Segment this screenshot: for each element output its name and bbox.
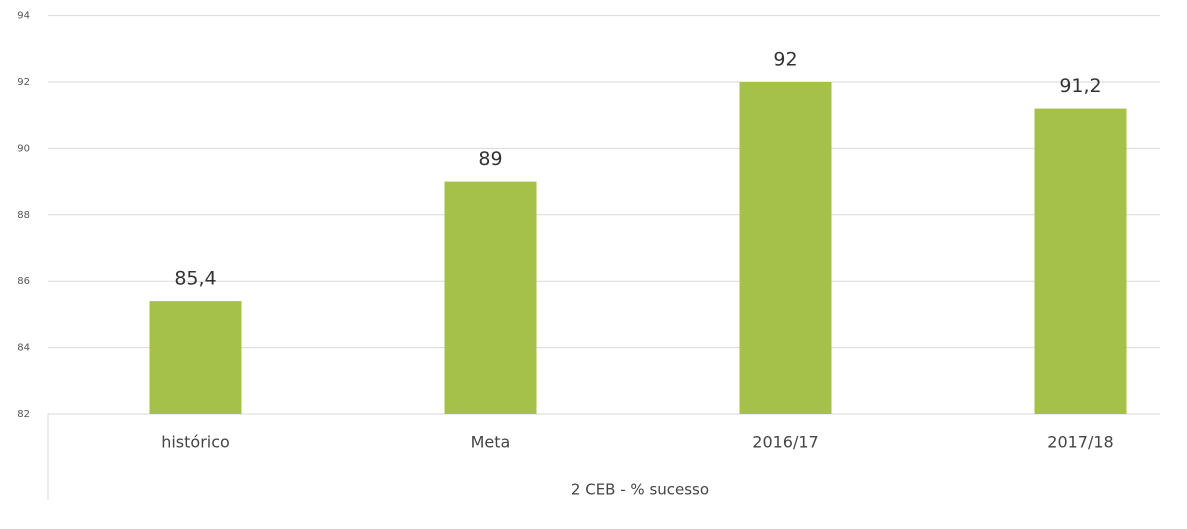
y-tick-label: 94 xyxy=(17,11,30,22)
data-label: 92 xyxy=(773,49,797,71)
bar xyxy=(444,181,537,414)
bar xyxy=(149,301,242,414)
y-tick-label: 90 xyxy=(17,143,30,154)
data-label: 89 xyxy=(478,148,502,170)
x-axis-title: 2 CEB - % sucesso xyxy=(571,481,709,499)
bar xyxy=(739,82,832,414)
data-label: 85,4 xyxy=(174,268,216,290)
bar xyxy=(1034,108,1127,414)
y-tick-label: 92 xyxy=(17,77,30,88)
x-tick-label: 2017/18 xyxy=(1047,433,1113,452)
data-label: 91,2 xyxy=(1059,75,1101,97)
x-tick-label: histórico xyxy=(161,433,230,452)
y-tick-label: 88 xyxy=(17,210,30,221)
y-tick-label: 82 xyxy=(17,409,30,420)
x-tick-label: Meta xyxy=(471,433,511,452)
y-tick-label: 84 xyxy=(17,343,30,354)
y-tick-label: 86 xyxy=(17,276,30,287)
x-tick-label: 2016/17 xyxy=(752,433,818,452)
